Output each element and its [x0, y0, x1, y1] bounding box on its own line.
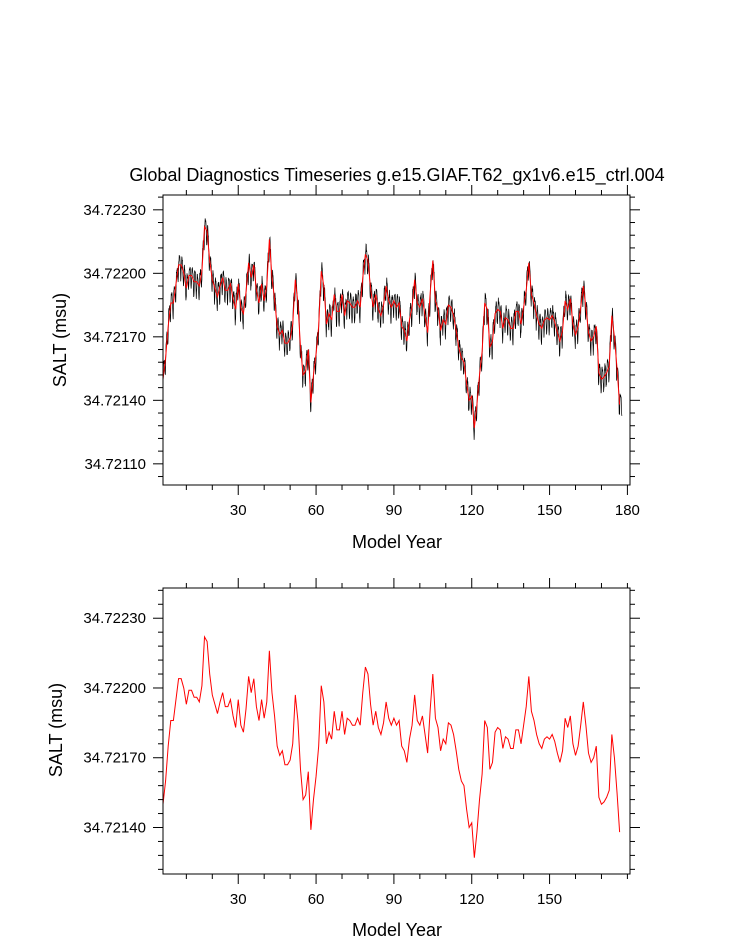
x-tick-label: 60	[308, 891, 325, 908]
y-tick-label: 34.72140	[83, 819, 146, 836]
x-tick-label: 30	[230, 891, 247, 908]
bottom-x-axis-label: Model Year	[352, 920, 442, 940]
y-tick-label: 34.72230	[83, 202, 146, 219]
top-y-axis-label: SALT (msu)	[50, 293, 70, 387]
x-tick-label: 60	[308, 502, 325, 519]
y-tick-label: 34.72200	[83, 680, 146, 697]
y-tick-label: 34.72230	[83, 610, 146, 627]
monthly-series-line	[162, 218, 623, 440]
x-tick-label: 150	[537, 502, 562, 519]
x-tick-label: 120	[459, 502, 484, 519]
x-tick-label: 180	[615, 502, 640, 519]
top-x-axis-label: Model Year	[352, 532, 442, 552]
x-tick-label: 90	[386, 502, 403, 519]
chart-title: Global Diagnostics Timeseries g.e15.GIAF…	[129, 165, 664, 186]
y-tick-label: 34.72200	[83, 265, 146, 282]
y-tick-label: 34.72140	[83, 392, 146, 409]
bottom-y-axis-label: SALT (msu)	[46, 683, 66, 777]
y-tick-label: 34.72170	[83, 750, 146, 767]
bottom-plot-frame	[162, 587, 631, 875]
x-tick-label: 30	[230, 502, 247, 519]
y-tick-label: 34.72170	[83, 329, 146, 346]
top-plot-frame	[162, 194, 631, 486]
top-timeseries-panel: 30 60 90 120 150 180 34.72110 34.72140 34.72170 3…	[50, 185, 640, 552]
x-tick-label: 90	[386, 891, 403, 908]
y-tick-label: 34.72110	[85, 456, 146, 473]
bottom-timeseries-panel: 30 60 90 120 150 34.72140 34.72170 34.72200 34.7…	[46, 578, 640, 940]
x-tick-label: 120	[459, 891, 484, 908]
annual-series-line	[162, 225, 621, 428]
x-tick-label: 150	[537, 891, 562, 908]
annual-series-line	[162, 635, 621, 858]
